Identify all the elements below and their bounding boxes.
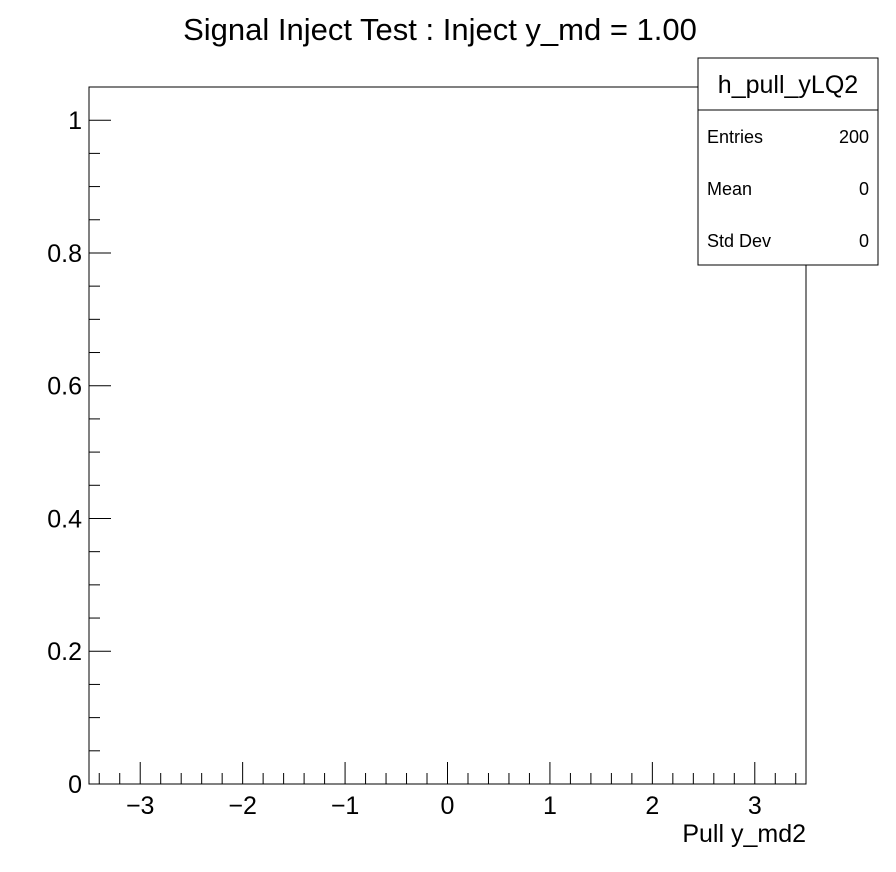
y-axis: 0 0.2 0.4 0.6 0.8 1 xyxy=(47,107,111,799)
y-tick-label: 0.4 xyxy=(47,505,82,533)
y-tick-label: 0.6 xyxy=(47,373,82,401)
x-tick-label: −1 xyxy=(331,792,360,820)
stats-stddev-label: Std Dev xyxy=(707,231,771,251)
stats-entries-value: 200 xyxy=(839,127,869,147)
chart-title: Signal Inject Test : Inject y_md = 1.00 xyxy=(183,12,697,47)
x-axis-title: Pull y_md2 xyxy=(682,820,806,848)
x-tick-label: −2 xyxy=(228,792,257,820)
stats-entries-label: Entries xyxy=(707,127,763,147)
y-tick-label: 0.2 xyxy=(47,638,82,666)
stats-box-name: h_pull_yLQ2 xyxy=(718,71,858,99)
x-axis: −3 −2 −1 0 1 2 3 xyxy=(98,762,797,820)
x-tick-label: 3 xyxy=(748,792,762,820)
stats-stddev-value: 0 xyxy=(859,231,869,251)
y-tick-label: 1 xyxy=(68,107,82,135)
y-tick-label: 0 xyxy=(68,771,82,799)
stats-box: h_pull_yLQ2 Entries 200 Mean 0 Std Dev 0 xyxy=(697,57,879,266)
x-tick-label: 1 xyxy=(543,792,557,820)
x-tick-label: 2 xyxy=(645,792,659,820)
x-tick-label: −3 xyxy=(126,792,155,820)
stats-mean-label: Mean xyxy=(707,179,752,199)
x-tick-label: 0 xyxy=(441,792,455,820)
y-tick-label: 0.8 xyxy=(47,240,82,268)
stats-box-frame xyxy=(697,57,879,266)
stats-mean-value: 0 xyxy=(859,179,869,199)
